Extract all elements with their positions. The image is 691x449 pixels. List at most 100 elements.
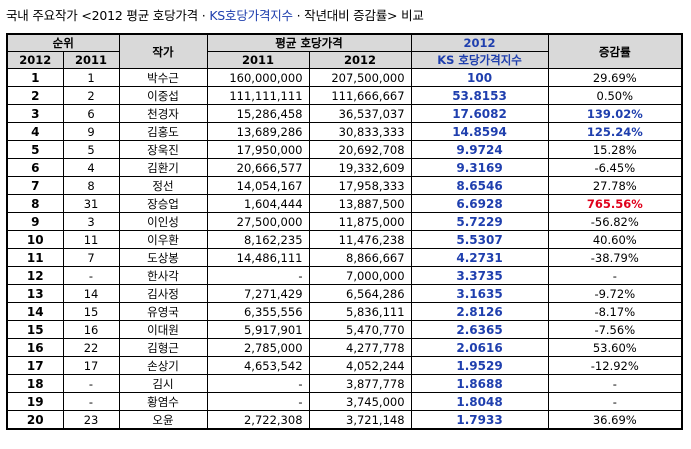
price-2012-cell: 3,877,778 (308, 374, 412, 393)
artist-cell: 손상기 (118, 356, 208, 375)
ks-index-cell: 3.3735 (410, 266, 549, 285)
ks-index-cell: 2.0616 (410, 338, 549, 357)
price-2012-cell: 20,692,708 (308, 140, 412, 159)
price-2011-cell: 2,785,000 (206, 338, 310, 357)
rank-2012-cell: 15 (6, 320, 64, 339)
artist-cell: 김시 (118, 374, 208, 393)
artist-cell: 박수근 (118, 68, 208, 87)
rank-2012-cell: 16 (6, 338, 64, 357)
rank-2011-cell: 8 (62, 176, 120, 195)
table-row: 3 6 천경자 15,286,458 36,537,037 17.6082 139.02% (6, 104, 683, 123)
table-row: 18- 김시 -3,877,778 1.8688- (6, 374, 683, 393)
artist-cell: 이우환 (118, 230, 208, 249)
header-price-2012: 2012 (308, 51, 412, 69)
table-row: 17 17 손상기 4,653,542 4,052,244 1.9529 -12.92% (6, 356, 683, 375)
rank-2012-cell: 5 (6, 140, 64, 159)
rank-2011-cell: - (62, 392, 120, 411)
page-title: 국내 주요작가 <2012 평균 호당가격 · KS호당가격지수 · 작년대비 … (6, 6, 424, 26)
change-cell: -12.92% (547, 356, 683, 375)
artist-cell: 정선 (118, 176, 208, 195)
title-accent: KS호당가격지수 (209, 8, 293, 23)
price-2011-cell: - (206, 392, 310, 411)
rank-2012-cell: 3 (6, 104, 64, 123)
price-2012-cell: 30,833,333 (308, 122, 412, 141)
artist-cell: 황염수 (118, 392, 208, 411)
change-cell: - (547, 392, 683, 411)
change-cell: 0.50% (547, 86, 683, 105)
rank-2011-cell: - (62, 266, 120, 285)
table-row: 7 8 정선 14,054,167 17,958,333 8.6546 27.78% (6, 176, 683, 195)
rank-2011-cell: 7 (62, 248, 120, 267)
header-avg-price: 평균 호당가격 (206, 33, 412, 52)
price-2012-cell: 8,866,667 (308, 248, 412, 267)
rank-2012-cell: 1 (6, 68, 64, 87)
rank-2012-cell: 7 (6, 176, 64, 195)
rank-2011-cell: 14 (62, 284, 120, 303)
price-2011-cell: - (206, 266, 310, 285)
price-2011-cell: 160,000,000 (206, 68, 310, 87)
ks-index-cell: 53.8153 (410, 86, 549, 105)
rank-2011-cell: 11 (62, 230, 120, 249)
table-row: 2 2 이중섭 111,111,111 111,666,667 53.8153 0.50% (6, 86, 683, 105)
change-cell: 765.56% (547, 194, 683, 213)
change-cell: - (547, 374, 683, 393)
artist-cell: 이중섭 (118, 86, 208, 105)
header-rank-2011: 2011 (62, 51, 120, 69)
ks-index-cell: 1.9529 (410, 356, 549, 375)
ks-index-cell: 8.6546 (410, 176, 549, 195)
price-2012-cell: 3,721,148 (308, 410, 412, 430)
ks-index-cell: 2.8126 (410, 302, 549, 321)
rank-2011-cell: 5 (62, 140, 120, 159)
change-cell: 15.28% (547, 140, 683, 159)
ks-index-cell: 14.8594 (410, 122, 549, 141)
table-row: 12- 한사각 -7,000,000 3.3735- (6, 266, 683, 285)
change-cell: 139.02% (547, 104, 683, 123)
table-row: 6 4 김환기 20,666,577 19,332,609 9.3169 -6.45% (6, 158, 683, 177)
price-2011-cell: 4,653,542 (206, 356, 310, 375)
rank-2011-cell: - (62, 374, 120, 393)
change-cell: 27.78% (547, 176, 683, 195)
price-2011-cell: 1,604,444 (206, 194, 310, 213)
rank-2012-cell: 4 (6, 122, 64, 141)
ks-index-cell: 5.5307 (410, 230, 549, 249)
rank-2011-cell: 3 (62, 212, 120, 231)
table-row: 8 31 장승업 1,604,444 13,887,500 6.6928 765.56% (6, 194, 683, 213)
price-2012-cell: 11,875,000 (308, 212, 412, 231)
artist-cell: 이대원 (118, 320, 208, 339)
artist-cell: 김형근 (118, 338, 208, 357)
header-row-1: 순위 작가 평균 호당가격 2012 증감률 (6, 33, 683, 69)
artist-cell: 김사정 (118, 284, 208, 303)
change-cell: 125.24% (547, 122, 683, 141)
rank-2012-cell: 11 (6, 248, 64, 267)
artist-cell: 유영국 (118, 302, 208, 321)
rank-2012-cell: 12 (6, 266, 64, 285)
change-cell: -7.56% (547, 320, 683, 339)
ks-index-cell: 1.8048 (410, 392, 549, 411)
price-2011-cell: 27,500,000 (206, 212, 310, 231)
price-2011-cell: 14,486,111 (206, 248, 310, 267)
header-ks-year: 2012 (410, 33, 549, 52)
table-row: 10 11 이우환 8,162,235 11,476,238 5.5307 40.60% (6, 230, 683, 249)
price-2012-cell: 5,470,770 (308, 320, 412, 339)
ks-index-cell: 100 (410, 68, 549, 87)
price-2012-cell: 7,000,000 (308, 266, 412, 285)
artist-cell: 장욱진 (118, 140, 208, 159)
rank-2012-cell: 20 (6, 410, 64, 430)
price-2012-cell: 207,500,000 (308, 68, 412, 87)
table-body: 1 1 박수근 160,000,000 207,500,000 100 29.69% 2 2 이중… (6, 68, 683, 430)
artist-cell: 장승업 (118, 194, 208, 213)
rank-2011-cell: 9 (62, 122, 120, 141)
rank-2011-cell: 15 (62, 302, 120, 321)
change-cell: 53.60% (547, 338, 683, 357)
table-row: 14 15 유영국 6,355,556 5,836,111 2.8126 -8.17% (6, 302, 683, 321)
rank-2012-cell: 8 (6, 194, 64, 213)
table-row: 11 7 도상봉 14,486,111 8,866,667 4.2731 -38.79% (6, 248, 683, 267)
price-2012-cell: 5,836,111 (308, 302, 412, 321)
rank-2011-cell: 2 (62, 86, 120, 105)
title-suffix: · 작년대비 증감률> 비교 (292, 8, 424, 23)
price-2011-cell: 20,666,577 (206, 158, 310, 177)
change-cell: -8.17% (547, 302, 683, 321)
rank-2011-cell: 31 (62, 194, 120, 213)
artist-cell: 이인성 (118, 212, 208, 231)
change-cell: -6.45% (547, 158, 683, 177)
